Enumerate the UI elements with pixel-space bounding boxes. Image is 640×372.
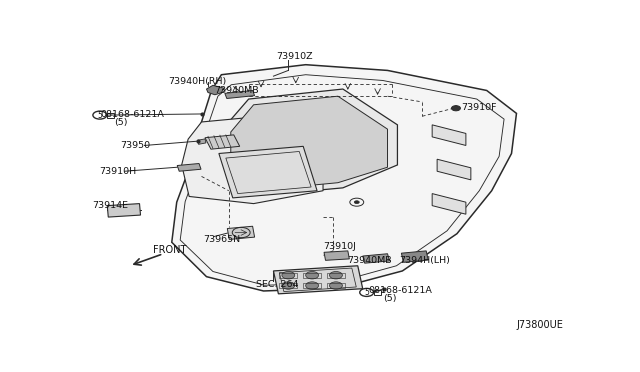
Circle shape (451, 106, 460, 111)
Polygon shape (177, 164, 201, 171)
Polygon shape (224, 89, 397, 196)
Text: 73910F: 73910F (461, 103, 497, 112)
Text: 5: 5 (364, 288, 369, 297)
Text: SEC. 264: SEC. 264 (256, 280, 299, 289)
Polygon shape (363, 254, 390, 263)
Text: 08168-6121A: 08168-6121A (369, 286, 433, 295)
Polygon shape (273, 266, 363, 294)
Polygon shape (108, 203, 141, 217)
Text: FRONT: FRONT (154, 245, 187, 255)
Polygon shape (324, 251, 349, 260)
Text: 73910J: 73910J (323, 242, 356, 251)
Circle shape (330, 282, 342, 289)
Text: 5: 5 (97, 110, 102, 120)
Circle shape (306, 282, 319, 289)
Polygon shape (225, 90, 255, 99)
Text: (5): (5) (383, 295, 397, 304)
Polygon shape (227, 226, 255, 240)
Text: 73910Z: 73910Z (276, 52, 312, 61)
Polygon shape (401, 251, 428, 262)
Polygon shape (231, 96, 388, 191)
Text: 73910H: 73910H (99, 167, 136, 176)
Polygon shape (432, 125, 466, 145)
Circle shape (306, 272, 319, 279)
Text: 73940MB: 73940MB (214, 86, 259, 95)
Text: 7394H(LH): 7394H(LH) (399, 256, 451, 264)
Text: 73965N: 73965N (203, 235, 240, 244)
Text: 73940MB: 73940MB (347, 256, 392, 264)
Text: 08168-6121A: 08168-6121A (101, 110, 164, 119)
Polygon shape (432, 193, 466, 214)
Text: 73950: 73950 (121, 141, 151, 150)
Circle shape (282, 282, 295, 289)
Polygon shape (207, 85, 224, 95)
Text: 73914E: 73914E (92, 201, 129, 210)
Circle shape (282, 272, 295, 279)
Polygon shape (219, 146, 317, 198)
Polygon shape (437, 159, 471, 180)
Text: J73800UE: J73800UE (516, 320, 563, 330)
Polygon shape (205, 135, 240, 149)
Circle shape (355, 201, 359, 203)
Polygon shape (198, 139, 206, 144)
Text: 73940H(RH): 73940H(RH) (168, 77, 227, 86)
Polygon shape (182, 113, 323, 203)
Text: (5): (5) (114, 118, 127, 127)
Circle shape (330, 272, 342, 279)
Polygon shape (172, 65, 516, 291)
